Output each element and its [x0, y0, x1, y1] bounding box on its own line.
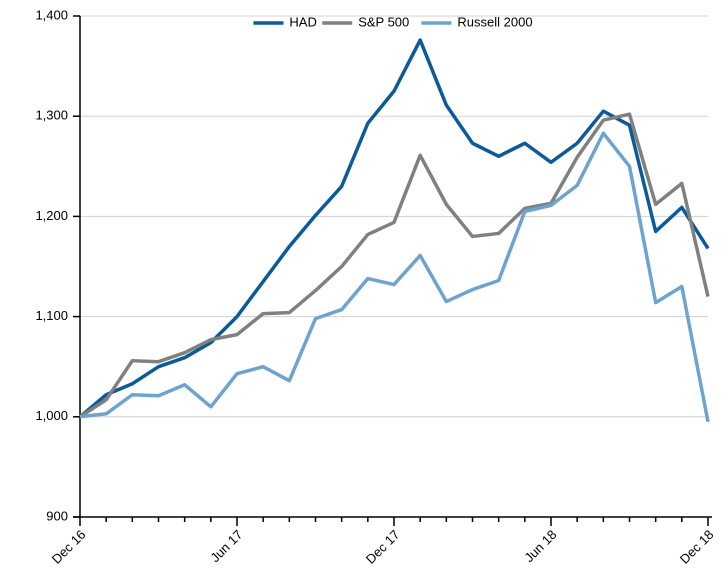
series-line — [78, 38, 710, 419]
y-tick-label: 1,400 — [35, 7, 68, 22]
x-tick-label: Dec 18 — [677, 527, 717, 567]
x-tick-label: Jun 17 — [207, 527, 245, 565]
y-tick-label: 1,100 — [35, 308, 68, 323]
x-tick-label: Dec 16 — [49, 527, 89, 567]
series-line — [79, 112, 710, 419]
y-tick-label: 1,300 — [35, 108, 68, 123]
x-tick-label: Dec 17 — [363, 527, 403, 567]
legend-label: HAD — [289, 14, 316, 29]
y-tick-label: 1,200 — [35, 208, 68, 223]
legend-label: Russell 2000 — [457, 14, 532, 29]
x-tick-label: Jun 18 — [521, 527, 559, 565]
legend-label: S&P 500 — [358, 14, 409, 29]
y-tick-label: 1,000 — [35, 408, 68, 423]
series-line — [79, 131, 710, 423]
y-tick-label: 900 — [46, 508, 68, 523]
